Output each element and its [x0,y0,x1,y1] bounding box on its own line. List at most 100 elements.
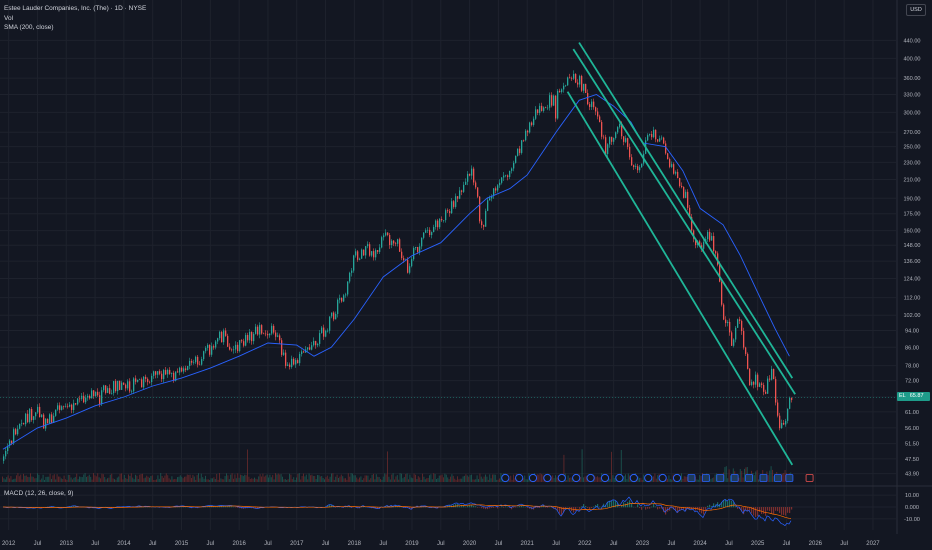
dividend-marker [600,473,610,483]
macd-histogram-bar [753,507,755,516]
macd-histogram-bar [759,507,761,513]
volume-bar [387,451,388,482]
macd-histogram-bar [585,506,587,508]
volume-bar [21,479,23,482]
macd-histogram-bar [477,507,479,508]
macd-histogram-bar [729,500,731,508]
volume-bar [287,479,289,482]
volume-bar [514,478,516,482]
candle-body [461,190,463,192]
price-tick-label: 330.00 [903,92,920,98]
volume-bar [83,474,85,482]
candle-body [51,414,53,423]
candle-body [181,367,183,372]
price-tick-label: 61.00 [905,410,919,416]
volume-bar [247,449,248,482]
candle-body [115,381,117,392]
volume-bar [324,479,325,482]
volume-bar [35,478,37,482]
volume-bar [129,475,131,482]
volume-bar [149,477,150,482]
macd-histogram-bar [465,506,467,508]
volume-bar [403,477,405,482]
volume-bar [476,475,478,482]
macd-histogram-bar [621,505,623,508]
candle-body [279,335,281,341]
volume-bar [105,479,107,482]
macd-histogram-bar [743,507,745,515]
volume-bar [283,479,285,482]
volume-bar [261,476,262,482]
volume-bar [100,478,101,482]
candle-body [789,397,791,409]
volume-bar [406,473,408,482]
macd-histogram-bar [563,507,565,513]
candle-body [47,418,49,424]
volume-bar [727,478,729,482]
volume-bar [420,479,422,482]
candle-body [61,406,63,410]
macd-histogram-bar [255,507,257,509]
candle-body [171,372,173,374]
candle-body [563,85,565,90]
dividend-marker [629,473,638,483]
candle-body [157,371,159,375]
candle-body [55,409,57,416]
x-tick-label: 2019 [405,541,419,547]
candle-body [407,259,409,273]
candle-body [235,344,237,350]
macd-histogram-bar [529,507,531,509]
candle-body [199,364,201,366]
candle-body [23,423,25,425]
candle-body [527,130,529,133]
volume-bar [377,476,379,482]
volume-bar [49,473,51,482]
macd-histogram-bar [469,505,471,508]
macd-histogram-bar [641,507,643,510]
candle-body [593,101,595,108]
volume-bar [153,479,155,482]
volume-bar [497,479,499,482]
candle-body [687,191,689,208]
candle-body [245,334,247,346]
candle-body [241,340,243,342]
candle-body [129,381,131,392]
volume-bar [584,476,586,482]
volume-bar [109,474,111,482]
volume-bar [193,476,195,482]
candle-body [77,398,79,405]
volume-bar [186,474,188,482]
candle-body [711,236,713,241]
volume-bar [346,479,348,482]
macd-histogram-bar [229,506,231,508]
candle-body [439,219,441,228]
candle-body [195,356,197,363]
volume-bar [312,475,314,482]
candle-body [215,341,217,348]
price-tick-label: 270.00 [903,130,920,136]
volume-bar [340,474,342,482]
price-tick-label: 72.00 [905,379,919,385]
currency-button[interactable]: USD [906,4,926,16]
volume-bar [499,478,500,482]
volume-bar [290,474,292,482]
macd-histogram-bar [463,504,465,508]
macd-label: MACD (12, 26, close, 9) [4,490,74,497]
volume-bar [767,475,769,482]
earnings-marker [687,474,696,482]
price-tick-label: 136.00 [903,259,920,265]
volume-bar [23,473,24,482]
volume-bar [360,476,362,482]
volume-bar [67,474,69,482]
candle-body [395,243,397,244]
volume-bar [294,479,296,482]
x-tick-label: Jul [91,541,99,547]
volume-bar [322,477,324,482]
volume-bar [277,473,279,482]
macd-histogram-bar [559,507,561,514]
volume-bar [741,470,743,482]
volume-bar [18,476,20,482]
macd-histogram-bar [555,507,557,510]
candle-body [609,136,611,145]
